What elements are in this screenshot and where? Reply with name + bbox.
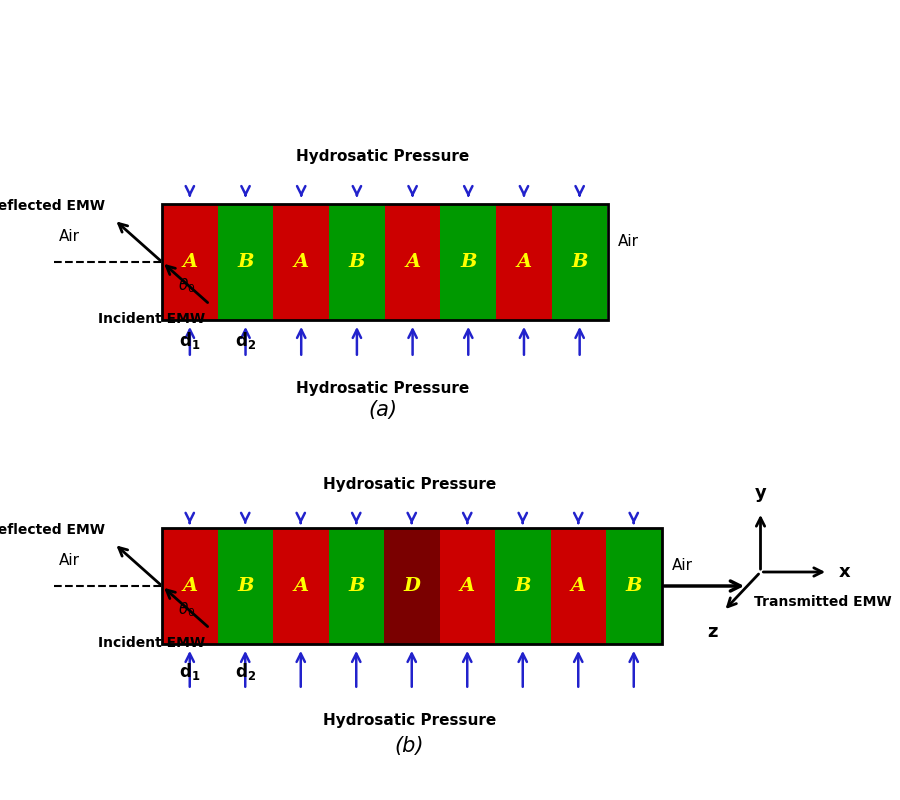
Text: Air: Air: [58, 554, 79, 568]
Text: $\mathbf{d_2}$: $\mathbf{d_2}$: [235, 662, 256, 682]
Text: $\mathbf{d_1}$: $\mathbf{d_1}$: [179, 662, 201, 682]
Bar: [218, 204, 274, 320]
Bar: [495, 528, 551, 644]
Text: A: A: [293, 253, 309, 271]
Text: B: B: [348, 577, 364, 595]
Text: B: B: [572, 253, 588, 271]
Text: A: A: [517, 253, 532, 271]
Text: z: z: [707, 622, 718, 641]
Text: A: A: [460, 577, 475, 595]
Text: Reflected EMW: Reflected EMW: [0, 523, 105, 537]
Bar: [552, 204, 608, 320]
Bar: [551, 528, 606, 644]
Text: A: A: [183, 253, 197, 271]
Text: Air: Air: [618, 234, 639, 250]
Bar: [328, 528, 384, 644]
Text: Hydrosatic Pressure: Hydrosatic Pressure: [296, 149, 469, 163]
Text: A: A: [182, 577, 197, 595]
Bar: [606, 528, 662, 644]
Text: B: B: [460, 253, 476, 271]
Text: $\mathbf{d_2}$: $\mathbf{d_2}$: [235, 330, 256, 350]
Text: (a): (a): [368, 401, 397, 421]
Bar: [218, 528, 273, 644]
Text: B: B: [237, 577, 254, 595]
Text: $\mathbf{d_1}$: $\mathbf{d_1}$: [179, 330, 201, 350]
Text: Incident EMW: Incident EMW: [98, 313, 205, 326]
Text: D: D: [403, 577, 420, 595]
Text: A: A: [405, 253, 420, 271]
Bar: [274, 204, 329, 320]
Bar: [329, 204, 385, 320]
Text: Hydrosatic Pressure: Hydrosatic Pressure: [296, 381, 469, 395]
Text: B: B: [515, 577, 531, 595]
Text: Hydrosatic Pressure: Hydrosatic Pressure: [323, 477, 496, 491]
Bar: [385, 204, 440, 320]
Bar: [162, 204, 608, 320]
Bar: [440, 204, 496, 320]
Bar: [384, 528, 439, 644]
Text: Incident EMW: Incident EMW: [98, 637, 205, 650]
Text: Hydrosatic Pressure: Hydrosatic Pressure: [323, 713, 496, 727]
Text: B: B: [626, 577, 642, 595]
Text: $\theta_0$: $\theta_0$: [178, 276, 195, 295]
Bar: [273, 528, 328, 644]
Text: A: A: [293, 577, 309, 595]
Bar: [162, 204, 218, 320]
Text: Transmitted EMW: Transmitted EMW: [754, 595, 892, 609]
Text: A: A: [571, 577, 586, 595]
Text: $\theta_0$: $\theta_0$: [178, 600, 195, 619]
Text: Reflected EMW: Reflected EMW: [0, 199, 105, 213]
Bar: [162, 528, 218, 644]
Text: y: y: [754, 484, 767, 502]
Text: B: B: [348, 253, 365, 271]
Text: (b): (b): [395, 736, 424, 755]
Text: Air: Air: [58, 230, 79, 245]
Bar: [496, 204, 552, 320]
Text: B: B: [238, 253, 254, 271]
Bar: [162, 528, 662, 644]
Text: x: x: [839, 563, 850, 581]
Text: Air: Air: [672, 558, 693, 574]
Bar: [439, 528, 495, 644]
